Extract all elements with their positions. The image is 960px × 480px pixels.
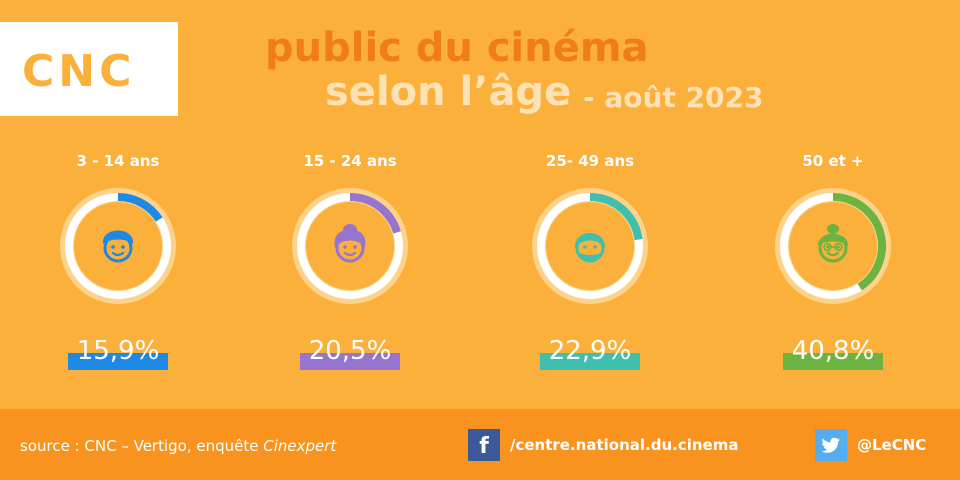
donut-segment-1 [117, 193, 163, 222]
facebook-icon[interactable]: f [468, 429, 500, 461]
face-beard [578, 252, 602, 263]
source-survey-name: Cinexpert [263, 437, 337, 455]
donut-2 [292, 188, 408, 304]
cnc-logo-text: CNC [22, 46, 136, 97]
face-mouth [343, 251, 357, 257]
face-eye [836, 245, 840, 249]
face-eye [826, 245, 830, 249]
age-group-label-1: 3 - 14 ans [76, 152, 160, 170]
twitter-handle[interactable]: @LeCNC [857, 436, 927, 454]
title-line-1: public du cinéma [265, 25, 649, 71]
face-glasses [823, 242, 843, 252]
percent-underline-2 [300, 353, 400, 370]
percent-value-1: 15,9% [76, 336, 160, 366]
facebook-link[interactable]: /centre.national.du.cinema [510, 436, 739, 454]
face-hair [334, 224, 366, 248]
percent-value-2: 20,5% [308, 336, 392, 366]
face-eye [583, 245, 587, 249]
donut-3 [532, 188, 648, 304]
young-woman-face-icon [334, 224, 366, 263]
twitter-icon[interactable] [815, 429, 847, 461]
face-eye [121, 245, 125, 249]
title-date: - août 2023 [583, 81, 764, 114]
age-group-label-2: 15 - 24 ans [303, 152, 397, 170]
face-hair [574, 233, 606, 248]
percent-value-4: 40,8% [791, 336, 875, 366]
donut-segment-2 [349, 193, 401, 234]
donut-center [789, 202, 877, 290]
face-eye [593, 245, 597, 249]
donut-4 [775, 188, 891, 304]
percent-underline-4 [783, 353, 883, 370]
face-hair [102, 230, 134, 244]
title-line-2: selon l’âge [325, 69, 572, 115]
age-group-label-4: 50 et + [802, 152, 864, 170]
face-eye [343, 245, 347, 249]
percent-value-3: 22,9% [548, 336, 632, 366]
face-mouth [111, 251, 125, 257]
age-group-label-3: 25- 49 ans [545, 152, 635, 170]
face-hair [817, 224, 849, 246]
donut-center [74, 202, 162, 290]
percent-underline-1 [68, 353, 168, 370]
donut-1 [60, 188, 176, 304]
donut-center [546, 202, 634, 290]
percent-underline-3 [540, 353, 640, 370]
face-eye [353, 245, 357, 249]
donut-center [306, 202, 394, 290]
cnc-logo: CNC [0, 22, 178, 116]
face-mouth [826, 251, 840, 257]
donut-segment-4 [832, 193, 886, 291]
source-note: source : CNC – Vertigo, enquête Cinexper… [20, 437, 336, 455]
donut-segment-3 [589, 193, 643, 241]
face-eye [111, 245, 115, 249]
elderly-woman-face-icon [817, 224, 849, 263]
child-face-icon [102, 230, 134, 263]
bearded-man-face-icon [574, 233, 606, 263]
source-prefix: source : CNC – Vertigo, enquête [20, 437, 264, 455]
